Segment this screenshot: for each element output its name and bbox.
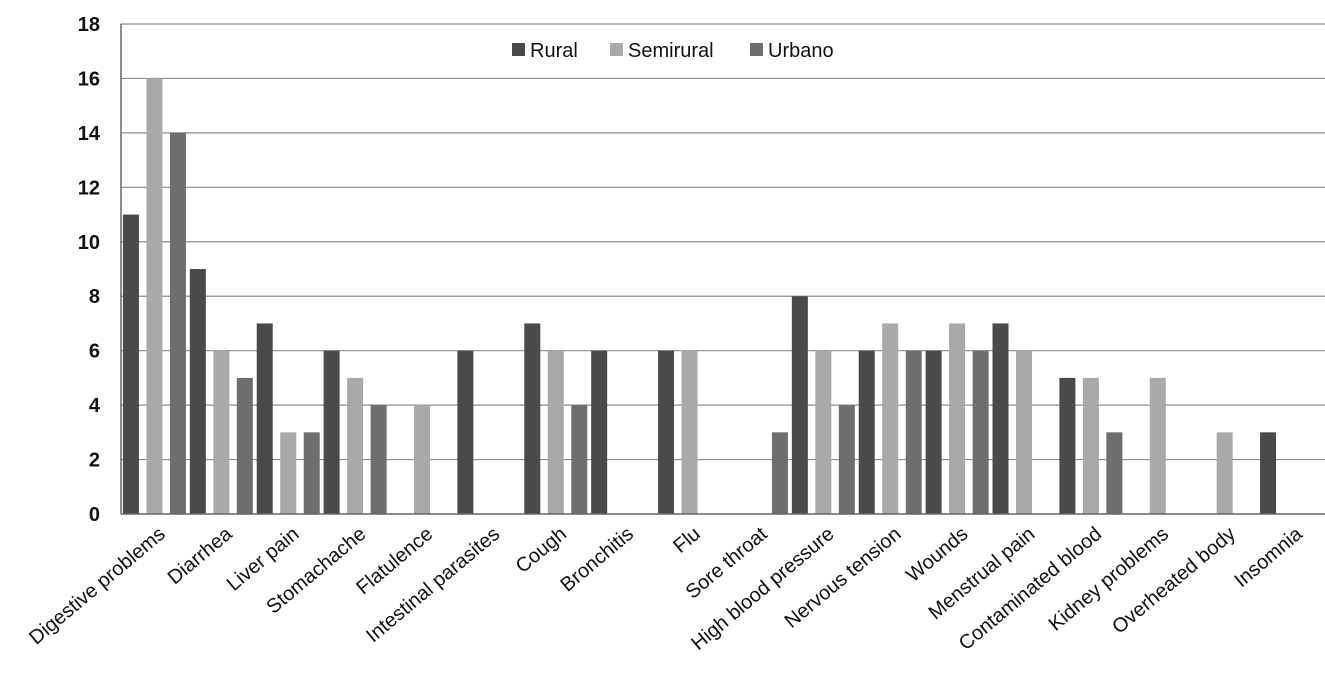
legend-swatch (610, 43, 623, 56)
bar-urbano (303, 432, 320, 514)
bar-rural (189, 269, 206, 514)
bar-rural (925, 350, 942, 514)
y-tick-label: 4 (89, 395, 101, 417)
y-axis-ticks: 0 2 4 6 8 10 12 14 16 18 (78, 14, 101, 526)
bar-rural (524, 323, 541, 514)
y-tick-label: 8 (89, 286, 100, 308)
bar-semirural (949, 323, 966, 514)
bar-rural (858, 350, 875, 514)
legend-swatch (512, 43, 525, 56)
bar-semirural (280, 432, 297, 514)
bar-semirural (1082, 377, 1099, 514)
bar-semirural (146, 78, 163, 514)
x-tick-label: Cough (512, 523, 571, 578)
bar-urbano (571, 405, 588, 514)
y-tick-label: 6 (89, 341, 100, 363)
x-tick-label: Bronchitis (556, 523, 637, 596)
bar-rural (791, 296, 808, 514)
bar-rural (1260, 432, 1277, 514)
x-tick-label: Insomnia (1230, 522, 1307, 592)
bar-rural (323, 350, 340, 514)
legend-label: Urbano (768, 40, 834, 62)
bar-semirural (681, 350, 698, 514)
bar-semirural (347, 377, 364, 514)
gridlines (121, 23, 1325, 461)
legend-label: Semirural (628, 40, 714, 62)
bar-rural (992, 323, 1009, 514)
bar-urbano (972, 350, 989, 514)
bar-rural (658, 350, 675, 514)
bar-semirural (815, 350, 832, 514)
x-tick-label: Nervous tension (781, 523, 906, 633)
x-tick-label: Digestive problems (25, 523, 169, 649)
bar-urbano (169, 132, 186, 514)
bar-urbano (838, 405, 855, 514)
bar-urbano (1106, 432, 1123, 514)
y-tick-label: 12 (78, 177, 100, 199)
x-tick-label: Overheated body (1108, 523, 1240, 638)
bar-rural (1059, 377, 1076, 514)
bar-urbano (236, 377, 253, 514)
bar-semirural (1216, 432, 1233, 514)
bar-semirural (882, 323, 899, 514)
bar-urbano (905, 350, 922, 514)
x-tick-label: Kidney problems (1045, 523, 1173, 636)
bar-rural (122, 214, 139, 515)
bar-rural (457, 350, 474, 514)
y-tick-label: 16 (78, 68, 100, 90)
x-tick-label: Flu (669, 523, 704, 558)
legend-label: Rural (530, 40, 578, 62)
y-tick-label: 0 (89, 504, 100, 526)
bar-urbano (771, 432, 788, 514)
bar-semirural (1149, 377, 1166, 514)
bar-semirural (1016, 350, 1032, 514)
bar-rural (591, 350, 608, 514)
y-tick-label: 14 (78, 123, 101, 145)
bar-urbano (370, 405, 387, 514)
y-tick-label: 18 (78, 14, 100, 36)
y-tick-label: 2 (89, 450, 100, 472)
bar-rural (256, 323, 273, 514)
bar-semirural (547, 350, 564, 514)
bar-semirural (213, 350, 230, 514)
y-tick-label: 10 (78, 232, 100, 254)
bars (122, 78, 1277, 515)
legend-swatch (750, 43, 763, 56)
legend: Rural Semirural Urbano (512, 40, 834, 62)
bar-semirural (414, 405, 430, 514)
